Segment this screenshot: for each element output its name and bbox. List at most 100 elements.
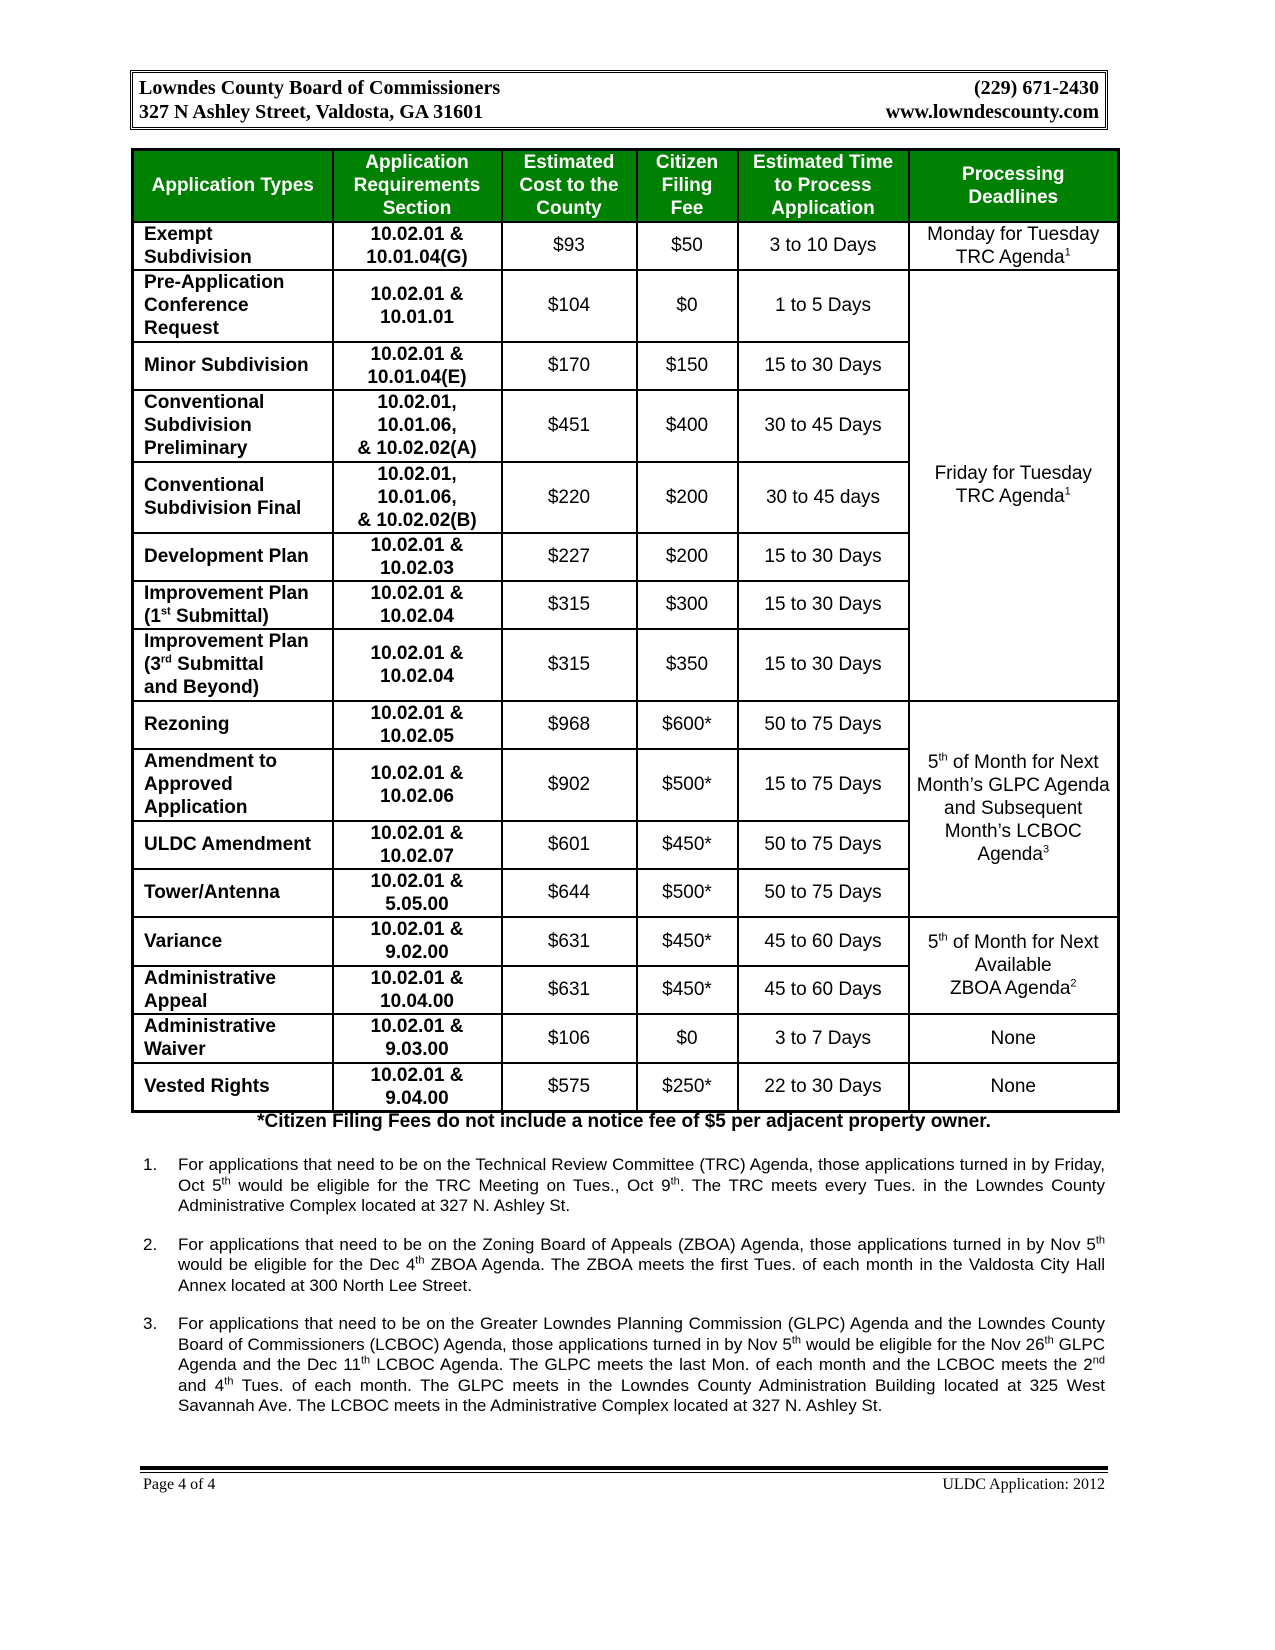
text: $902 <box>547 774 591 795</box>
table-cell: $0 <box>635 268 739 343</box>
table-cell: $350 <box>635 627 739 702</box>
text: Administrative Appeal <box>144 967 276 1012</box>
text: 50 to 75 Days <box>764 882 882 903</box>
text: $350 <box>665 654 709 675</box>
table-cell: $500* <box>635 867 739 918</box>
column-header: Application Requirements Section <box>331 148 503 223</box>
table-cell: 10.02.01 & 10.02.04 <box>331 579 503 630</box>
text: 10.02.01 & 10.01.04(E) <box>367 343 467 388</box>
table-row: Vested Rights 10.02.01 & 9.04.00 $575 $250*… <box>131 1061 1120 1113</box>
text: $300 <box>665 594 709 615</box>
superscript: th <box>360 1354 371 1367</box>
table-cell: 10.02.01 & 10.02.03 <box>331 531 503 582</box>
text: Amendment to Approved Application <box>144 751 277 818</box>
text: $104 <box>547 295 591 316</box>
deadline-cell: 5th of Month for Next Month’s GLPC Agend… <box>907 699 1120 918</box>
text: For applications that need to be on the … <box>178 1314 1105 1354</box>
table-cell: Pre-Application Conference Request <box>131 268 334 343</box>
text: ULDC Amendment <box>144 834 312 855</box>
text: LCBOC Agenda. The GLPC meets the last Mo… <box>370 1355 1093 1374</box>
text: Monday for Tuesday TRC Agenda <box>927 223 1100 268</box>
text: $644 <box>547 882 591 903</box>
text: $150 <box>665 355 709 376</box>
superscript: 3 <box>1042 843 1050 856</box>
text: $450* <box>662 930 712 952</box>
table-row: Amendment to Approved Application 10.02.0… <box>131 747 1119 822</box>
table-cell: $400 <box>635 388 739 463</box>
footer: Page 4 of 4 ULDC Application: 2012 <box>143 1476 1105 1494</box>
table-cell: 3 to 7 Days <box>736 1012 910 1064</box>
letterhead-line: Lowndes County Board of Commissioners (22… <box>133 76 1105 100</box>
table-cell: $600* <box>635 699 739 750</box>
text: Tues. of each month. The GLPC meets in t… <box>178 1375 1105 1416</box>
note-text: For applications that need to be on the … <box>178 1233 1105 1297</box>
text: 3 to 7 Days <box>774 1027 872 1049</box>
text: 50 to 75 Days <box>764 714 882 735</box>
superscript: nd <box>1092 1354 1105 1367</box>
table-cell: Conventional Subdivision Preliminary <box>131 388 334 463</box>
table-cell: 1 to 5 Days <box>736 268 910 343</box>
text: GLPC Agenda and the Dec 11 <box>178 1334 1105 1375</box>
text: and 4 <box>178 1375 225 1395</box>
superscript: th <box>1095 1233 1105 1246</box>
superscript: th <box>670 1174 680 1187</box>
text: 10.02.01 & 10.02.07 <box>370 822 464 867</box>
table-cell: $902 <box>500 747 638 822</box>
table-cell: $250* <box>635 1061 739 1113</box>
note-text: For applications that need to be on the … <box>178 1314 1105 1417</box>
text: $315 <box>547 594 591 615</box>
text: would be eligible for the Nov 26 <box>801 1334 1045 1354</box>
text: 10.02.01 & 10.01.04(G) <box>366 223 468 268</box>
column-header: Application Types <box>131 148 334 223</box>
table-cell: Exempt Subdivision <box>131 220 334 271</box>
table-cell: Minor Subdivision <box>131 340 334 391</box>
deadline-cell: Friday for Tuesday TRC Agenda1 <box>907 268 1120 702</box>
text: 10.02.01 & 10.02.04 <box>370 642 464 687</box>
text: $315 <box>547 654 591 675</box>
superscript: 1 <box>1064 485 1071 498</box>
text: 30 to 45 days <box>765 486 881 508</box>
table-cell: Rezoning <box>131 699 334 750</box>
text: 1 to 5 Days <box>774 295 872 316</box>
text: Minor Subdivision <box>144 355 309 376</box>
table-row: Development Plan 10.02.01 & 10.02.03 $227 $… <box>131 531 1119 582</box>
deadline-cell: None <box>907 1012 1120 1064</box>
table-cell: 45 to 60 Days <box>736 964 910 1015</box>
table-row: Rezoning 10.02.01 & 10.02.05 $968 $600* 50 t… <box>131 699 1120 918</box>
superscript: 2 <box>1070 977 1077 990</box>
text: would be eligible for the Dec 4 <box>178 1255 416 1274</box>
text: 10.02.01 & 10.02.04 <box>370 582 464 627</box>
text: 30 to 45 Days <box>764 415 882 436</box>
table-cell: ULDC Amendment <box>131 819 334 870</box>
text: Improvement Plan (1 <box>144 582 309 627</box>
text: 45 to 60 Days <box>764 979 882 1000</box>
note: 1. For applications that need to be on th… <box>143 1155 1105 1217</box>
text: $227 <box>547 546 591 567</box>
table-cell: $106 <box>500 1012 638 1064</box>
table-cell: 50 to 75 Days <box>736 699 910 750</box>
text: Vested Rights <box>144 1076 270 1098</box>
text: Exempt Subdivision <box>144 223 252 268</box>
table-cell: 50 to 75 Days <box>736 867 910 918</box>
column-header: Citizen Filing Fee <box>635 148 739 223</box>
table-cell: $220 <box>500 460 638 534</box>
phone: (229) 671-2430 <box>974 77 1099 99</box>
text: $500* <box>662 774 712 795</box>
text: $450* <box>662 834 712 855</box>
table-cell: $644 <box>500 867 638 918</box>
superscript: th <box>221 1174 231 1187</box>
superscript: th <box>415 1254 425 1267</box>
text: None <box>990 1027 1036 1049</box>
text: 10.02.01 & 9.04.00 <box>370 1064 464 1109</box>
table-cell: $631 <box>500 915 638 967</box>
text: Development Plan <box>144 546 309 567</box>
text: $451 <box>547 415 591 436</box>
table-row: Minor Subdivision 10.02.01 & 10.01.04(E) $… <box>131 340 1119 391</box>
superscript: st <box>160 605 171 618</box>
deadline-cell: 5th of Month for Next Available ZBOA Age… <box>907 915 1120 1015</box>
text: 10.02.01 & 10.02.06 <box>370 762 464 807</box>
table-cell: Variance <box>131 915 334 967</box>
org-name: Lowndes County Board of Commissioners <box>139 77 501 99</box>
text: 10.02.01 & 10.04.00 <box>370 967 464 1012</box>
